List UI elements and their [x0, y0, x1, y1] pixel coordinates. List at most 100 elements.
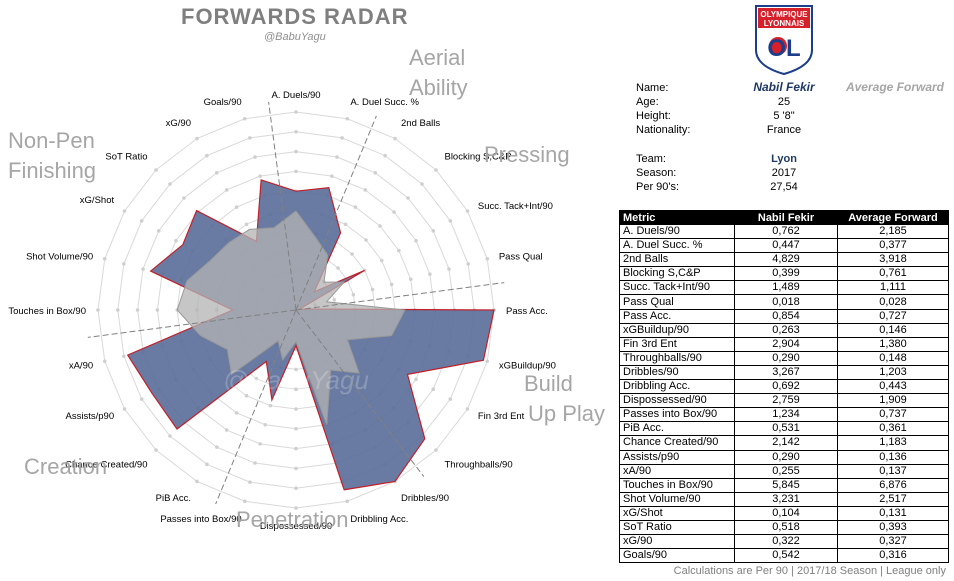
author-handle: @BabuYagu	[264, 31, 326, 43]
grid-dot	[448, 397, 453, 401]
table-row: xG/Shot 0,104 0,131	[619, 505, 949, 521]
axis-label: Touches in Box/90	[8, 306, 86, 317]
player-info: Name: Age: Height: Nationality: Team: Se…	[636, 80, 954, 202]
grid-dot	[353, 205, 358, 209]
metric-name: Succ. Tack+Int/90	[619, 280, 735, 296]
table-row: A. Duels/90 0,762 2,185	[619, 223, 949, 240]
grid-dot	[248, 136, 252, 140]
player-value: 5,845	[734, 477, 838, 493]
average-value: 0,377	[837, 238, 949, 254]
metric-name: Fin 3rd Ent	[619, 336, 735, 352]
watermark: @BabuYagu	[223, 365, 369, 395]
table-row: Fin 3rd Ent 2,904 1,380	[619, 336, 949, 352]
grid-dot	[379, 258, 384, 263]
player-value: 0,290	[734, 350, 838, 366]
grid-dot	[408, 277, 413, 282]
grid-dot	[268, 403, 273, 408]
table-row: SoT Ratio 0,518 0,393	[619, 519, 949, 536]
season-value: 2017	[771, 167, 797, 179]
grid-dot	[351, 292, 356, 297]
header-metric: Metric	[619, 210, 735, 225]
metric-name: Touches in Box/90	[619, 477, 735, 493]
grid-dot	[224, 188, 229, 192]
metric-name: Chance Created/90	[619, 435, 735, 451]
player-value: 0,322	[734, 534, 838, 550]
player-value: 1,489	[734, 280, 838, 296]
grid-dot	[242, 499, 247, 504]
group-divider	[295, 309, 425, 477]
grid-dot	[139, 219, 144, 223]
grid-dot	[141, 267, 145, 271]
grid-dot	[244, 222, 249, 227]
grid-dot	[122, 407, 127, 411]
grid-dot	[96, 308, 100, 312]
player-value: 0,854	[734, 308, 838, 324]
grid-dot	[485, 359, 490, 364]
table-row: Assists/p90 0,290 0,136	[619, 449, 949, 465]
table-row: A. Duel Succ. % 0,447 0,377	[619, 238, 949, 254]
grid-dot	[294, 367, 298, 372]
grid-dot	[465, 209, 470, 213]
crest-text-2: LYONNAIS	[764, 19, 805, 28]
average-value: 0,327	[837, 534, 949, 550]
grid-dot	[294, 110, 298, 114]
club-crest-logo: OLYMPIQUE LYONNAIS OL	[755, 5, 813, 76]
grid-dot	[294, 446, 298, 451]
grid-dot	[485, 256, 490, 261]
axis-label: Dribbles/90	[401, 493, 449, 504]
axis-label: xG/Shot	[80, 195, 115, 206]
grid-dot	[414, 238, 418, 243]
grid-dot	[363, 188, 368, 192]
grid-dot	[258, 174, 262, 178]
player-value: 0,542	[734, 548, 838, 564]
age-label: Age:	[636, 96, 659, 108]
team-value: Lyon	[771, 153, 797, 165]
crest-text-1: OLYMPIQUE	[760, 10, 808, 19]
table-row: Pass Acc. 0,854 0,727	[619, 308, 949, 324]
metric-name: A. Duels/90	[619, 223, 735, 240]
age-value: 25	[777, 96, 791, 108]
grid-dot	[448, 219, 453, 223]
grid-dot	[205, 462, 209, 467]
average-value: 1,183	[837, 435, 949, 451]
grid-dot	[168, 434, 172, 438]
grid-dot	[224, 428, 229, 432]
grid-dot	[234, 411, 239, 415]
player-value: 0,263	[734, 322, 838, 338]
average-value: 2,517	[837, 491, 949, 507]
radar-series	[126, 179, 495, 491]
average-value: 3,918	[837, 252, 949, 268]
average-value: 0,393	[837, 519, 949, 536]
axis-label: Shot Volume/90	[26, 252, 93, 263]
axis-label: Pass Acc.	[506, 306, 548, 317]
player-value: 0,447	[734, 238, 838, 254]
table-row: xG/90 0,322 0,327	[619, 534, 949, 550]
average-value: 0,443	[837, 379, 949, 395]
average-value: 0,028	[837, 294, 949, 310]
grid-dot	[389, 282, 394, 287]
metrics-table: Metric Nabil Fekir Average Forward A. Du…	[619, 210, 949, 564]
grid-dot	[155, 308, 160, 312]
group-divider	[87, 309, 297, 338]
player-value: 0,104	[734, 505, 838, 521]
metric-name: Dribbles/90	[619, 364, 735, 381]
table-row: xA/90 0,255 0,137	[619, 463, 949, 479]
metric-name: xGBuildup/90	[619, 322, 735, 338]
group-label-finishing: Non-Pen Finishing	[8, 128, 97, 183]
player-value: 2,759	[734, 393, 838, 409]
average-value: 1,380	[837, 336, 949, 352]
axis-label: Fin 3rd Ent	[478, 411, 525, 422]
grid-dot	[447, 267, 451, 271]
group-divider	[295, 115, 377, 311]
grid-dot	[122, 354, 126, 358]
axis-label: 2nd Balls	[401, 118, 440, 129]
average-value: 6,876	[837, 477, 949, 493]
player-value: 0,531	[734, 421, 838, 437]
table-row: Chance Created/90 2,142 1,183	[619, 435, 949, 451]
grid-dot	[168, 182, 172, 186]
table-row: Succ. Tack+Int/90 1,489 1,111	[619, 280, 949, 296]
metric-name: Pass Qual	[619, 294, 735, 310]
axis-label: xA/90	[69, 360, 93, 371]
grid-dot	[182, 196, 186, 200]
